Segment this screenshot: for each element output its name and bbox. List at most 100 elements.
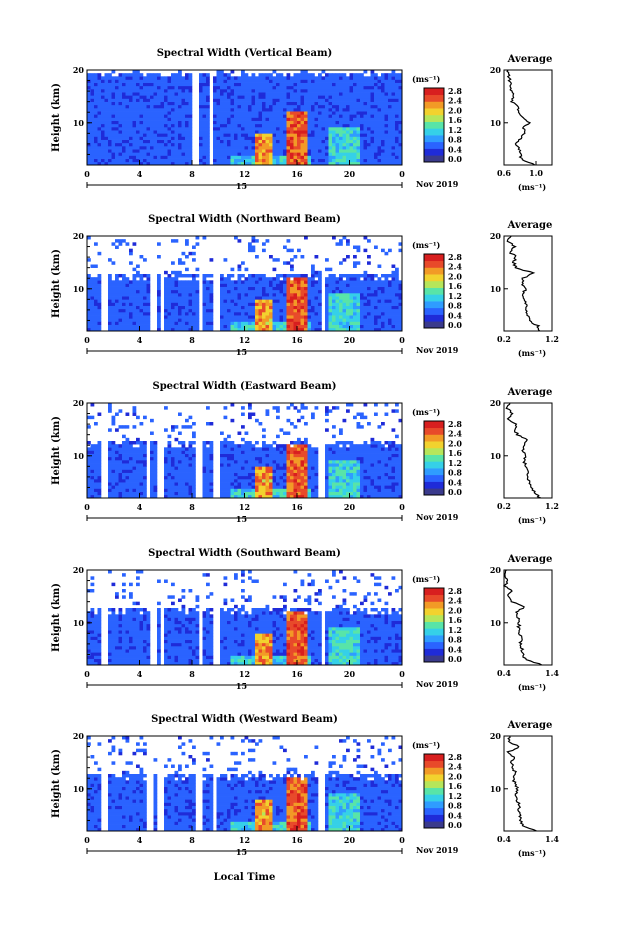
heatmap-cell xyxy=(171,146,175,150)
heatmap-cell xyxy=(97,447,102,451)
heatmap-cell xyxy=(150,469,154,473)
heatmap-cell xyxy=(335,302,340,306)
heatmap-cell xyxy=(307,302,312,306)
heatmap-cell xyxy=(388,321,392,325)
heatmap-cell xyxy=(300,158,305,163)
heatmap-cell xyxy=(314,82,319,87)
heatmap-cell xyxy=(181,95,186,99)
heatmap-cell xyxy=(335,85,340,90)
colorbar-tick-label: 0.4 xyxy=(448,310,462,320)
heatmap-cell xyxy=(108,89,112,93)
heatmap-cell xyxy=(237,296,242,300)
heatmap-cell xyxy=(349,120,354,125)
heatmap-cell xyxy=(269,127,273,131)
heatmap-cell xyxy=(143,447,147,451)
heatmap-cell xyxy=(101,117,105,121)
heatmap-cell xyxy=(132,299,137,303)
heatmap-cell xyxy=(139,158,144,163)
heatmap-cell xyxy=(157,149,161,153)
heatmap-cell xyxy=(272,95,277,99)
heatmap-cell xyxy=(181,120,186,125)
heatmap-cell xyxy=(108,315,112,319)
heatmap-cell xyxy=(370,318,375,322)
heatmap-cell xyxy=(325,146,329,150)
heatmap-cell xyxy=(209,472,214,477)
heatmap-cell xyxy=(391,73,396,77)
heatmap-cell xyxy=(171,79,175,83)
heatmap-cell xyxy=(255,488,259,492)
heatmap-cell xyxy=(283,289,287,294)
heatmap-cell xyxy=(143,479,147,483)
heatmap-cell xyxy=(262,130,266,134)
heatmap-cell xyxy=(349,117,354,121)
heatmap-cell xyxy=(346,318,350,322)
heatmap-cell xyxy=(104,158,109,163)
heatmap-cell xyxy=(181,280,186,284)
heatmap-cell xyxy=(202,327,207,332)
heatmap-cell xyxy=(237,456,242,461)
heatmap-cell xyxy=(206,321,210,325)
heatmap-cell xyxy=(178,274,182,278)
heatmap-cell xyxy=(297,293,301,297)
heatmap-cell xyxy=(178,117,182,121)
heatmap-cell xyxy=(143,321,147,325)
heatmap-cell xyxy=(220,485,224,489)
heatmap-cell xyxy=(111,139,116,144)
heatmap-cell xyxy=(220,89,224,93)
heatmap-cell xyxy=(181,472,186,477)
heatmap-cell xyxy=(108,494,112,499)
heatmap-cell xyxy=(111,123,116,128)
heatmap-cell xyxy=(90,277,95,281)
heatmap-cell xyxy=(220,283,224,287)
heatmap-cell xyxy=(94,92,98,96)
heatmap-cell xyxy=(136,152,140,156)
heatmap-cell xyxy=(234,302,238,306)
heatmap-cell xyxy=(377,321,382,325)
heatmap-cell xyxy=(381,299,385,303)
heatmap-cell xyxy=(248,146,252,150)
heatmap-cell xyxy=(297,142,301,147)
heatmap-cell xyxy=(234,82,238,87)
heatmap-cell xyxy=(349,76,354,80)
heatmap-cell xyxy=(377,133,382,137)
heatmap-cell xyxy=(160,89,165,93)
heatmap-cell xyxy=(272,85,277,90)
heatmap-cell xyxy=(297,324,301,329)
heatmap-cell xyxy=(213,142,217,147)
heatmap-cell xyxy=(174,277,179,281)
heatmap-cell xyxy=(255,447,259,451)
heatmap-cell xyxy=(244,469,249,473)
heatmap-cell xyxy=(244,302,249,306)
heatmap-cell xyxy=(139,289,144,294)
heatmap-cell xyxy=(111,149,116,153)
heatmap-cell xyxy=(391,283,396,287)
heatmap-cell xyxy=(374,274,378,278)
heatmap-cell xyxy=(230,494,235,499)
heatmap-cell xyxy=(87,114,91,118)
heatmap-cell xyxy=(363,312,368,316)
heatmap-cell xyxy=(258,488,263,492)
heatmap-cell xyxy=(125,104,130,109)
heatmap-cell xyxy=(164,161,168,166)
profile-x-label: (ms⁻¹) xyxy=(518,182,546,192)
heatmap-cell xyxy=(94,101,98,106)
heatmap-cell xyxy=(111,453,116,458)
colorbar-tick-label: 0.8 xyxy=(448,301,462,311)
heatmap-cell xyxy=(164,321,168,325)
heatmap-cell xyxy=(223,321,228,325)
heatmap-cell xyxy=(139,460,144,464)
heatmap-cell xyxy=(132,491,137,496)
heatmap-cell xyxy=(384,85,389,90)
heatmap-cell xyxy=(178,289,182,294)
heatmap-cell xyxy=(258,149,263,153)
heatmap-cell xyxy=(101,149,105,153)
heatmap-cell xyxy=(104,98,109,102)
heatmap-cell xyxy=(174,239,179,243)
colorbar-swatch xyxy=(424,88,444,96)
heatmap-cell xyxy=(395,286,399,291)
heatmap-cell xyxy=(97,305,102,310)
heatmap-cell xyxy=(276,305,280,310)
heatmap-cell xyxy=(143,92,147,96)
heatmap-cell xyxy=(237,155,242,159)
heatmap-cell xyxy=(241,133,245,137)
